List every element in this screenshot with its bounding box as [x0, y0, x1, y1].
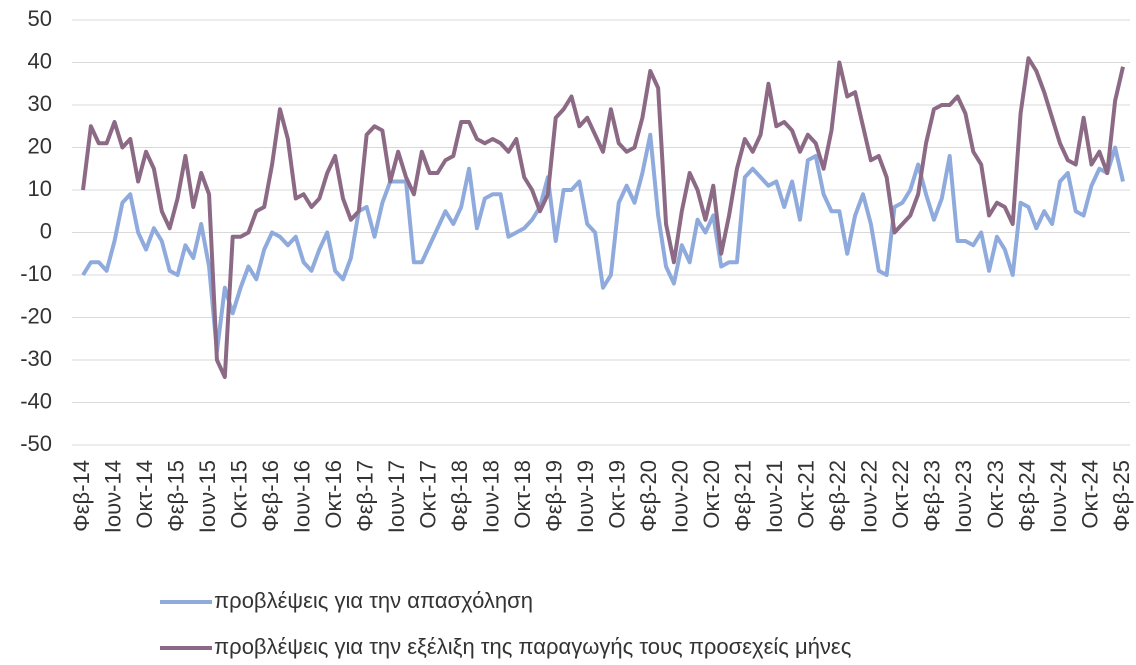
x-tick-label: Φεβ-15: [163, 460, 188, 532]
y-tick-label: 30: [28, 91, 52, 116]
x-tick-label: Οκτ-17: [415, 460, 440, 529]
x-tick-label: Ιουν-14: [100, 460, 125, 533]
x-tick-label: Ιουν-19: [573, 460, 598, 533]
series-line: [81, 56, 1125, 379]
x-tick-label: Φεβ-14: [69, 460, 94, 532]
x-tick-label: Φεβ-18: [447, 460, 472, 532]
x-tick-label: Ιουν-20: [668, 460, 693, 533]
y-tick-label: 50: [28, 6, 52, 31]
y-tick-label: 40: [28, 48, 52, 73]
x-tick-label: Ιουν-22: [857, 460, 882, 533]
y-tick-label: -20: [20, 303, 52, 328]
x-tick-label: Φεβ-25: [1109, 460, 1134, 532]
x-tick-label: Οκτ-23: [983, 460, 1008, 529]
legend-label: προβλέψεις για την απασχόληση: [214, 588, 533, 613]
x-tick-label: Ιουν-18: [479, 460, 504, 533]
x-tick-label: Οκτ-20: [699, 460, 724, 529]
x-tick-label: Φεβ-20: [636, 460, 661, 532]
y-tick-label: -50: [20, 431, 52, 456]
x-tick-label: Ιουν-16: [289, 460, 314, 533]
y-tick-label: -40: [20, 388, 52, 413]
x-tick-label: Οκτ-14: [132, 460, 157, 529]
x-tick-label: Ιουν-17: [384, 460, 409, 533]
x-tick-label: Ιουν-24: [1046, 460, 1071, 533]
x-tick-label: Ιουν-23: [951, 460, 976, 533]
y-tick-label: -10: [20, 261, 52, 286]
x-tick-label: Φεβ-24: [1014, 460, 1039, 532]
x-tick-label: Οκτ-22: [888, 460, 913, 529]
x-tick-label: Οκτ-15: [226, 460, 251, 529]
x-tick-label: Φεβ-22: [825, 460, 850, 532]
x-tick-label: Οκτ-19: [605, 460, 630, 529]
x-tick-label: Ιουν-21: [762, 460, 787, 533]
x-tick-label: Φεβ-21: [731, 460, 756, 532]
x-tick-label: Φεβ-17: [352, 460, 377, 532]
x-tick-label: Φεβ-19: [542, 460, 567, 532]
y-tick-label: -30: [20, 346, 52, 371]
x-tick-label: Οκτ-21: [794, 460, 819, 529]
x-tick-label: Οκτ-16: [321, 460, 346, 529]
series-line: [81, 132, 1125, 354]
y-tick-label: 20: [28, 133, 52, 158]
y-tick-label: 0: [40, 218, 52, 243]
x-tick-label: Οκτ-24: [1077, 460, 1102, 529]
x-tick-label: Οκτ-18: [510, 460, 535, 529]
x-tick-label: Φεβ-23: [920, 460, 945, 532]
x-tick-label: Φεβ-16: [258, 460, 283, 532]
x-tick-label: Ιουν-15: [195, 460, 220, 533]
legend-label: προβλέψεις για την εξέλιξη της παραγωγής…: [214, 634, 851, 659]
y-tick-label: 10: [28, 176, 52, 201]
